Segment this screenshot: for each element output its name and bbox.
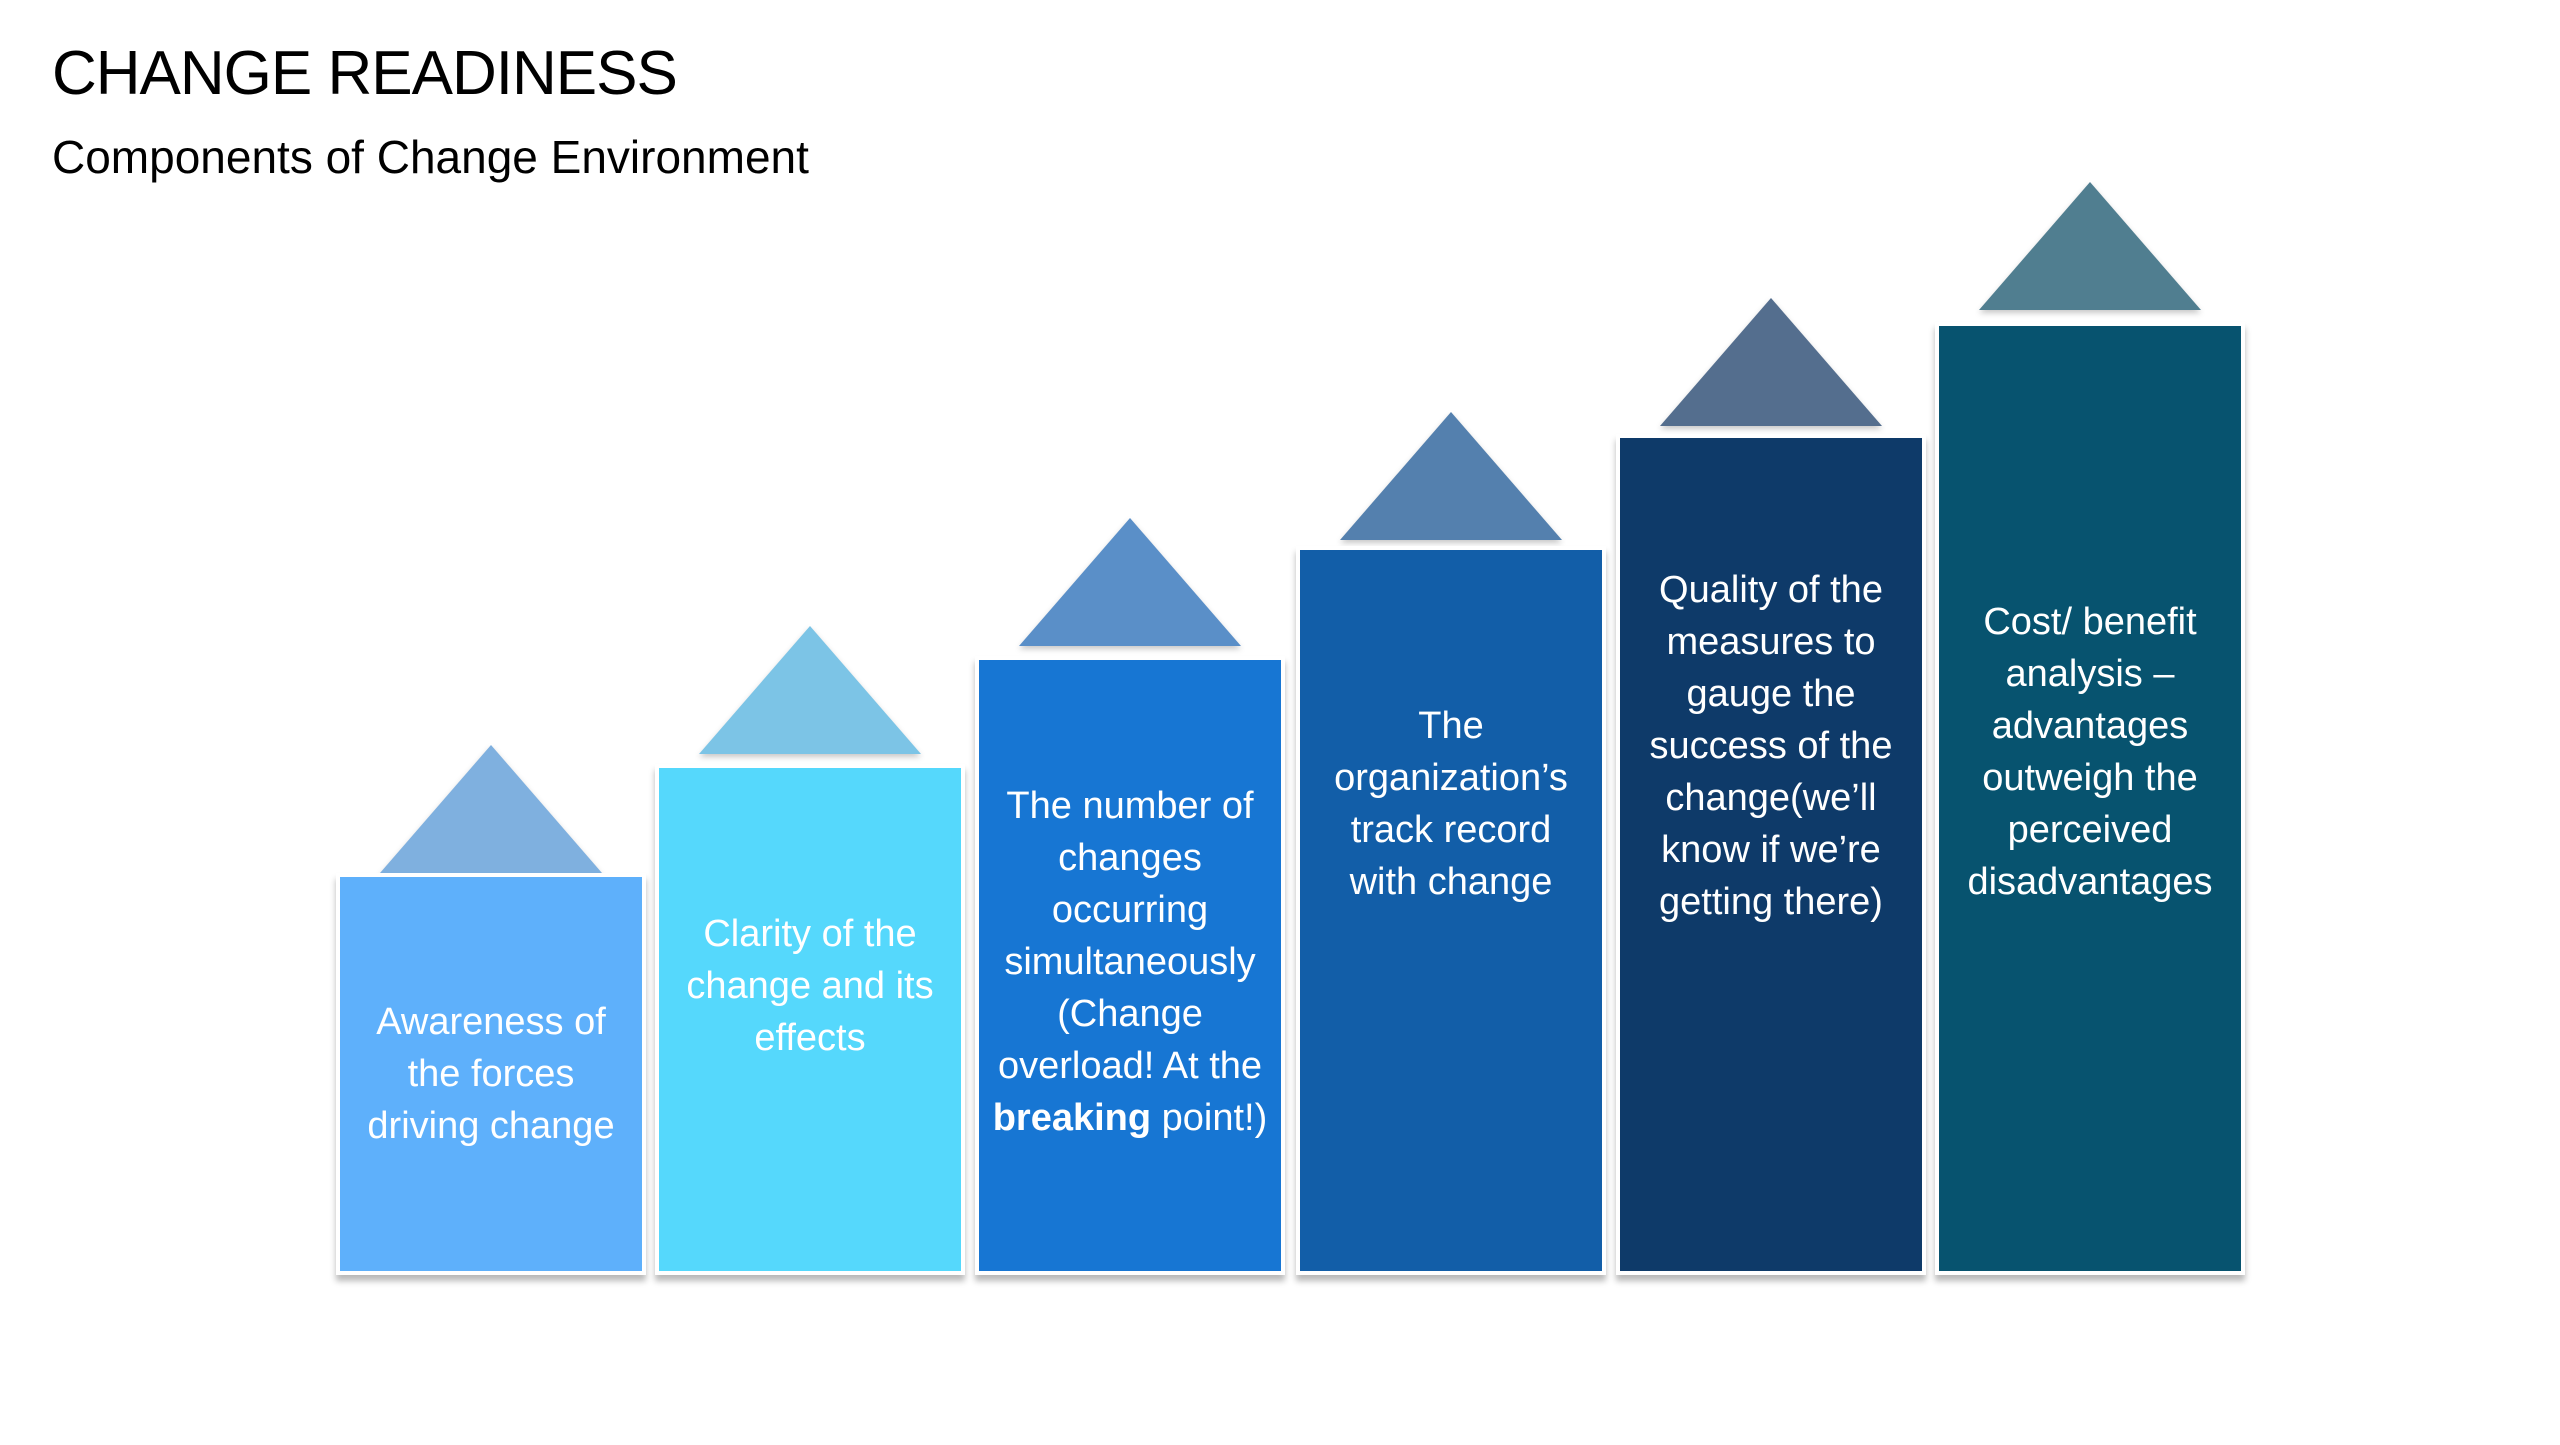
step-1-box: Awareness of the forces driving change bbox=[336, 873, 646, 1275]
step-6: Cost/ benefit analysis – advantages outw… bbox=[1935, 182, 2245, 1275]
step-1: Awareness of the forces driving change bbox=[336, 745, 646, 1275]
step-3-arrow-icon bbox=[1019, 518, 1241, 646]
step-1-text: Awareness of the forces driving change bbox=[367, 1001, 615, 1147]
step-5-text: Quality of the measures to gauge the suc… bbox=[1649, 569, 1893, 923]
step-1-arrow-icon bbox=[380, 745, 602, 873]
step-3-text-after: point!) bbox=[1161, 1097, 1268, 1139]
step-3-box: The number of changes occurring simultan… bbox=[975, 656, 1285, 1275]
step-4-text: The organization’s track record with cha… bbox=[1334, 705, 1568, 903]
step-6-arrow-icon bbox=[1979, 182, 2201, 310]
step-4-arrow-icon bbox=[1340, 412, 1562, 540]
step-2-box: Clarity of the change and its effects bbox=[655, 764, 965, 1275]
step-2-arrow-icon bbox=[699, 626, 921, 754]
step-6-text: Cost/ benefit analysis – advantages outw… bbox=[1967, 601, 2213, 903]
step-3-text: The number of changes occurring simultan… bbox=[979, 780, 1281, 1144]
slide-title: CHANGE READINESS bbox=[52, 39, 678, 108]
step-3-text-before: The number of changes occurring simultan… bbox=[997, 785, 1263, 1087]
step-2-text: Clarity of the change and its effects bbox=[686, 913, 934, 1059]
slide-subtitle: Components of Change Environment bbox=[52, 131, 809, 183]
step-5-arrow-icon bbox=[1660, 298, 1882, 426]
step-4-box: The organization’s track record with cha… bbox=[1296, 546, 1606, 1275]
step-3-text-bold: breaking bbox=[992, 1097, 1152, 1139]
step-5: Quality of the measures to gauge the suc… bbox=[1616, 298, 1926, 1275]
step-5-box: Quality of the measures to gauge the suc… bbox=[1616, 434, 1926, 1275]
step-6-box: Cost/ benefit analysis – advantages outw… bbox=[1935, 322, 2245, 1275]
step-4: The organization’s track record with cha… bbox=[1296, 412, 1606, 1275]
step-2: Clarity of the change and its effects bbox=[655, 626, 965, 1275]
step-3: The number of changes occurring simultan… bbox=[975, 518, 1285, 1275]
